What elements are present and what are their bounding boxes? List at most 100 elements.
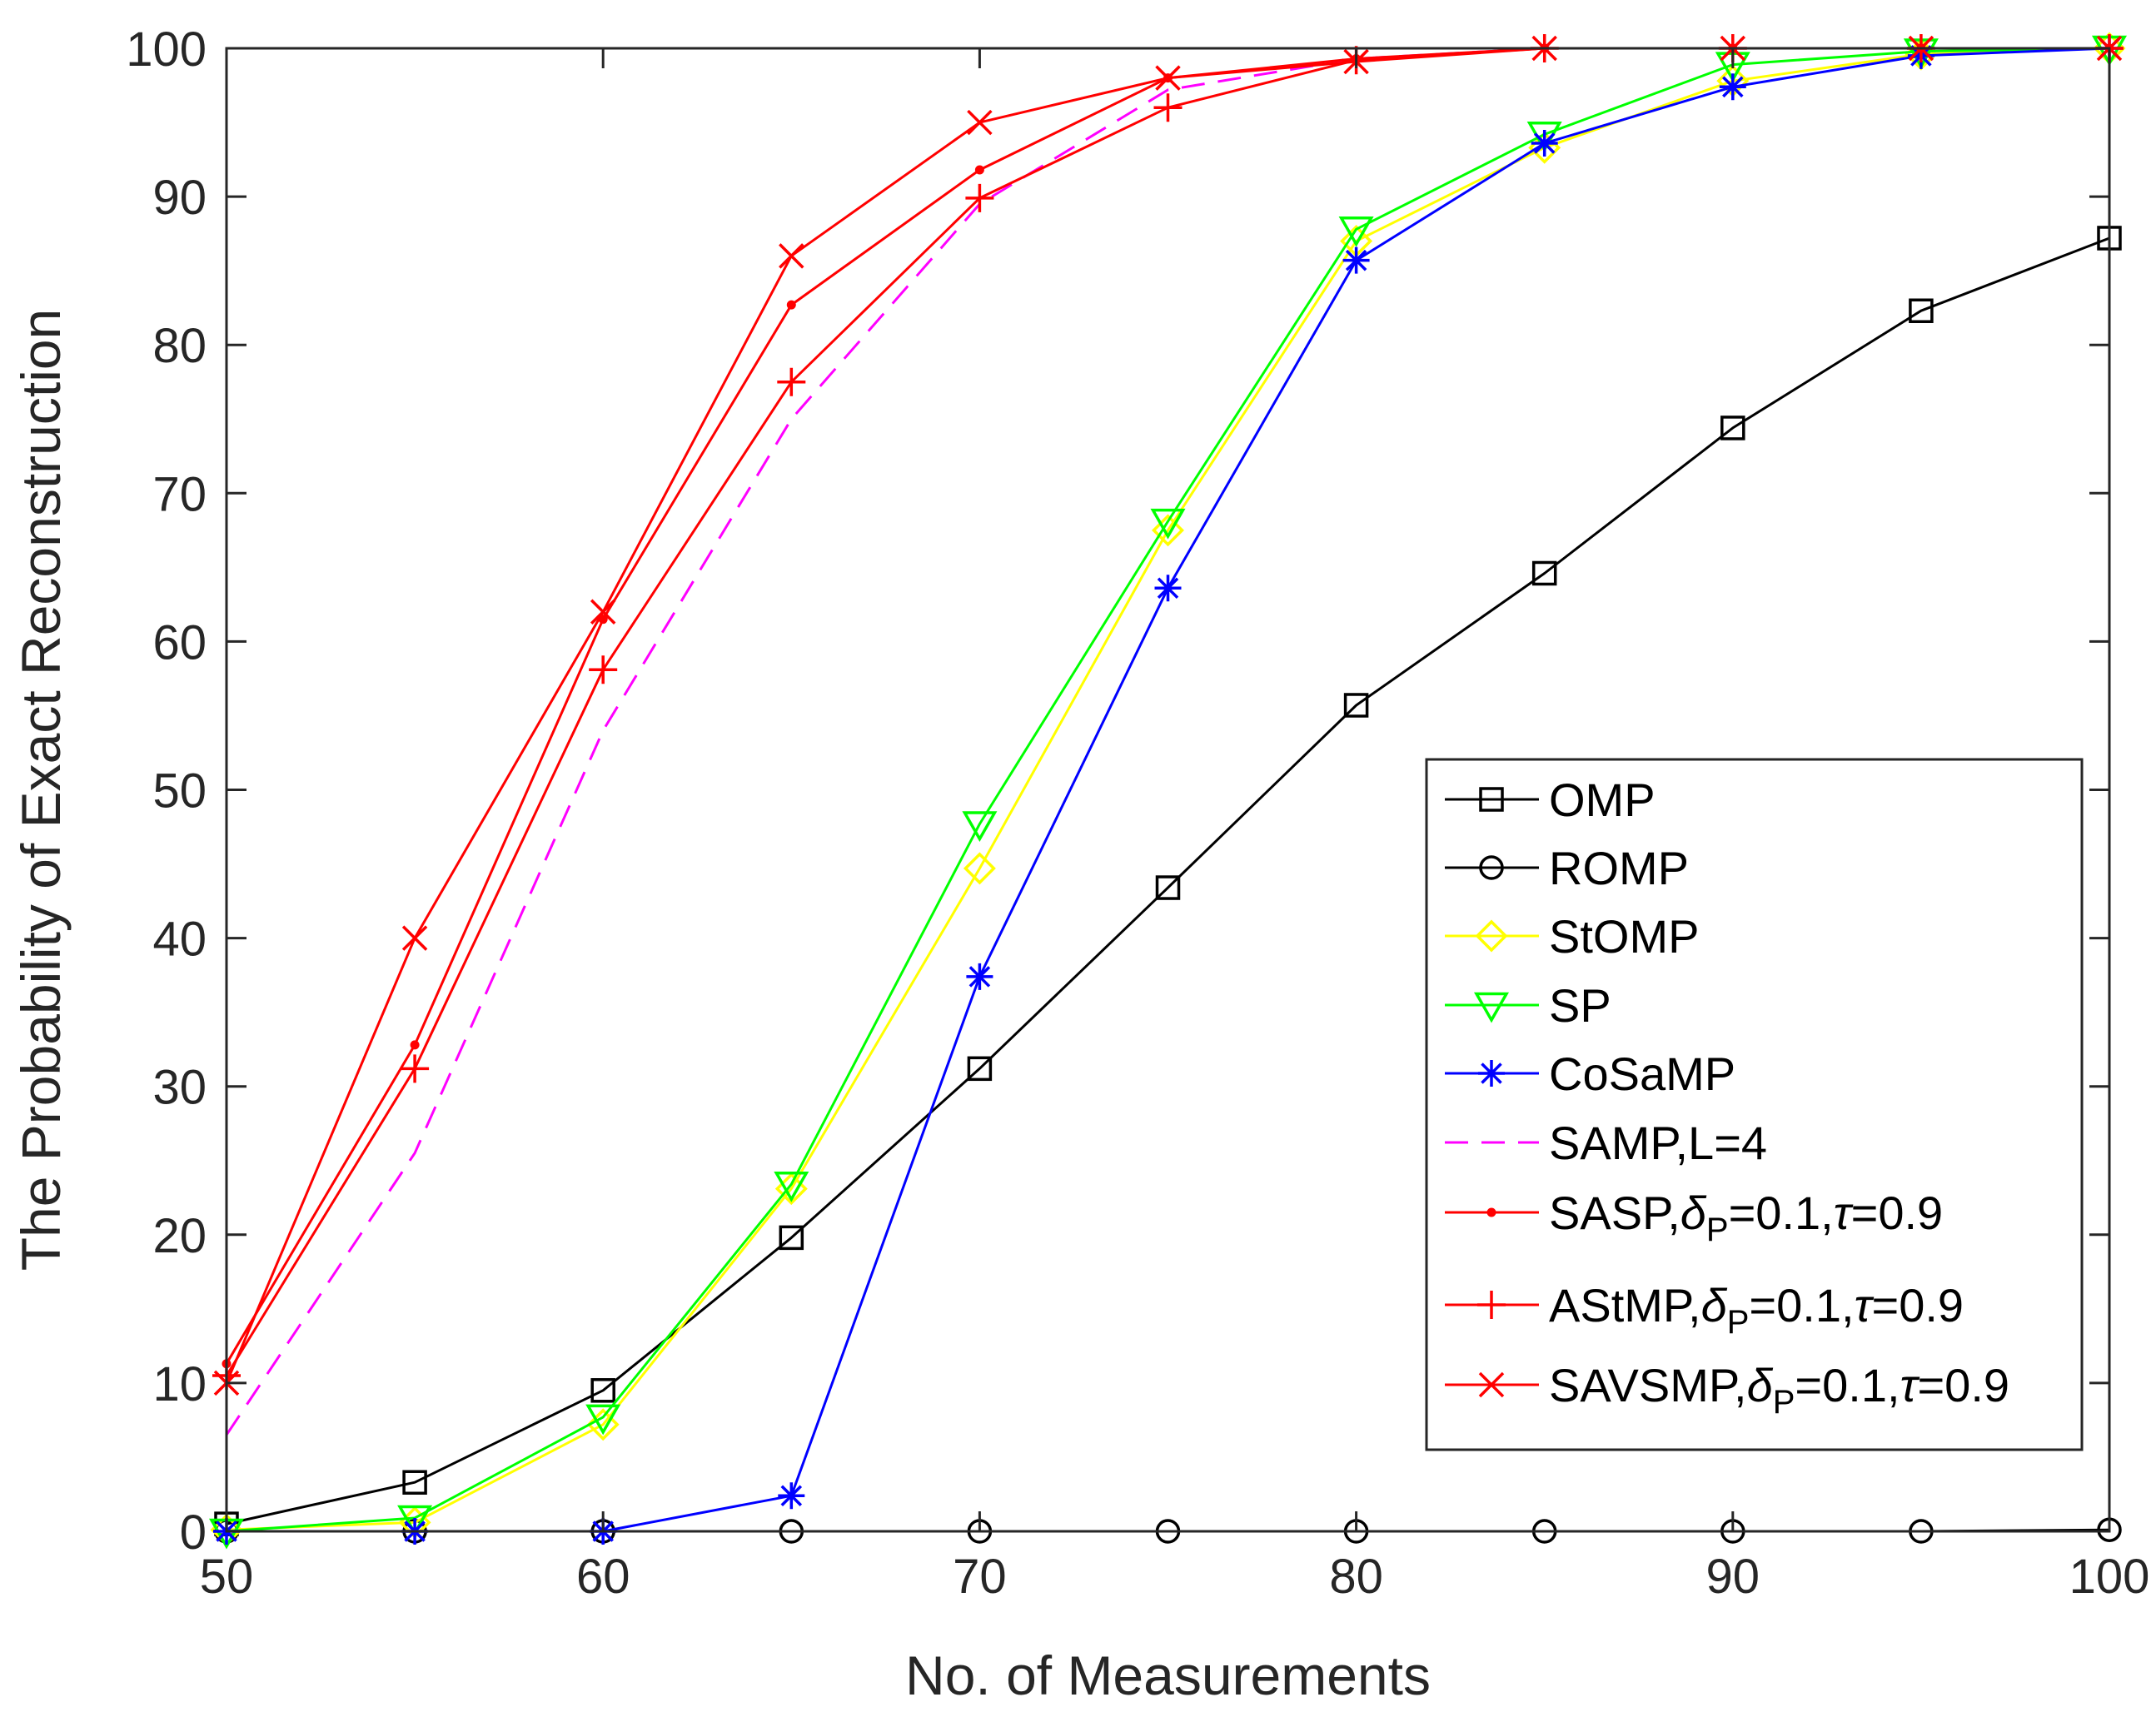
- legend-label-8: SAVSMP,δP=0.1,τ=0.9: [1549, 1359, 2009, 1421]
- x-axis-label: No. of Measurements: [905, 1645, 1431, 1706]
- data-point-2-4: [963, 852, 996, 885]
- data-point-7-4: [965, 183, 994, 212]
- legend-text-main-6: SASP,: [1549, 1187, 1680, 1239]
- data-point-3-1: [397, 1505, 433, 1536]
- series-line-5: [225, 47, 2109, 1436]
- series-5: [225, 47, 2109, 1436]
- legend-entry-3: SP: [1445, 979, 1611, 1032]
- legend-delta-8: δ: [1747, 1359, 1774, 1411]
- legend-text-rest-6: =0.1,: [1729, 1187, 1834, 1239]
- data-point-3-4: [962, 811, 998, 842]
- y-tick-label-1: 10: [152, 1357, 207, 1411]
- legend-label-7: AStMP,δP=0.1,τ=0.9: [1549, 1279, 1964, 1341]
- data-point-0-5: [1155, 875, 1181, 900]
- data-point-0-6: [1343, 693, 1369, 718]
- data-point-4-6: [1342, 246, 1370, 274]
- x-tick-label-0: 50: [200, 1550, 254, 1604]
- y-tick-label-5: 50: [152, 764, 207, 819]
- legend-tau-6: τ: [1834, 1187, 1854, 1239]
- y-tick-label-4: 40: [152, 913, 207, 967]
- legend-text-tail-7: =0.9: [1871, 1279, 1964, 1331]
- legend-delta-7: δ: [1701, 1279, 1728, 1331]
- data-point-3-5: [1150, 508, 1186, 540]
- series-line-2: [226, 47, 2110, 1531]
- legend-text-main-2: StOMP: [1549, 910, 1699, 963]
- y-axis-label: The Probability of Exact Reconstruction: [10, 309, 72, 1272]
- legend-subscript-8: P: [1773, 1384, 1795, 1421]
- legend: OMPROMPStOMPSPCoSaMPSAMP,L=4SASP,δP=0.1,…: [1425, 758, 2084, 1451]
- tick-layer: 50 60 70 80 90 100 0 10 20 30 40 50 60 70 80 90 100: [126, 22, 2149, 1604]
- legend-marker-7: [1477, 1291, 1506, 1319]
- legend-text-main-3: SP: [1549, 979, 1611, 1032]
- legend-text-main-0: OMP: [1549, 774, 1656, 826]
- data-point-3-3: [774, 1171, 809, 1202]
- legend-marker-2: [1475, 919, 1508, 953]
- legend-marker-0: [1479, 787, 1504, 812]
- data-point-7-3: [777, 367, 806, 396]
- data-point-0-8: [1720, 416, 1745, 440]
- legend-text-main-1: ROMP: [1549, 842, 1689, 894]
- data-point-7-1: [401, 1054, 430, 1083]
- data-point-6-3: [786, 300, 796, 310]
- data-point-4-7: [1531, 129, 1558, 157]
- legend-label-3: SP: [1549, 979, 1611, 1032]
- legend-text-rest-7: =0.1,: [1749, 1279, 1854, 1331]
- data-point-7-5: [1153, 93, 1183, 122]
- legend-entry-8: SAVSMP,δP=0.1,τ=0.9: [1445, 1359, 2009, 1421]
- data-point-4-3: [778, 1482, 805, 1510]
- data-point-0-9: [1909, 298, 1934, 323]
- legend-tau-7: τ: [1855, 1279, 1875, 1331]
- series-line-0: [226, 236, 2110, 1525]
- legend-subscript-6: P: [1706, 1212, 1729, 1248]
- legend-text-main-7: AStMP,: [1549, 1279, 1701, 1331]
- data-point-2-5: [1152, 514, 1184, 547]
- legend-entry-5: SAMP,L=4: [1445, 1117, 1767, 1169]
- y-tick-label-2: 20: [152, 1209, 207, 1263]
- data-point-3-6: [1338, 216, 1374, 247]
- legend-marker-1: [1479, 855, 1504, 880]
- y-tick-label-8: 80: [152, 319, 207, 373]
- legend-box: [1425, 758, 2084, 1451]
- x-tick-label-5: 100: [2069, 1550, 2150, 1604]
- legend-marker-4: [1478, 1060, 1505, 1087]
- legend-subscript-7: P: [1727, 1304, 1750, 1341]
- legend-label-6: SASP,δP=0.1,τ=0.9: [1549, 1187, 1943, 1248]
- legend-text-main-8: SAVSMP,: [1549, 1359, 1747, 1411]
- legend-marker-3: [1473, 992, 1510, 1023]
- data-point-0-1: [402, 1470, 427, 1495]
- legend-entry-6: SASP,δP=0.1,τ=0.9: [1445, 1187, 1943, 1248]
- data-point-0-2: [590, 1378, 615, 1403]
- legend-entry-1: ROMP: [1445, 842, 1689, 894]
- data-point-6-4: [974, 165, 984, 175]
- y-tick-label-7: 70: [152, 467, 207, 521]
- data-point-2-2: [586, 1408, 620, 1441]
- data-point-4-5: [1154, 575, 1182, 602]
- legend-text-main-5: SAMP,L=4: [1549, 1117, 1767, 1169]
- legend-text-main-4: CoSaMP: [1549, 1048, 1735, 1100]
- legend-tau-8: τ: [1900, 1359, 1920, 1411]
- data-point-7-2: [589, 655, 618, 684]
- data-point-6-1: [410, 1040, 420, 1050]
- data-point-4-4: [966, 963, 993, 990]
- x-tick-label-4: 90: [1706, 1550, 1760, 1604]
- data-point-8-2: [590, 599, 616, 625]
- data-point-8-4: [967, 109, 993, 136]
- series-line-3: [226, 47, 2110, 1533]
- x-tick-label-1: 60: [576, 1550, 630, 1604]
- legend-text-tail-6: =0.9: [1851, 1187, 1944, 1239]
- data-point-8-5: [1155, 65, 1181, 91]
- data-point-4-8: [1719, 73, 1746, 101]
- y-tick-label-6: 60: [152, 615, 207, 669]
- y-tick-label-3: 30: [152, 1061, 207, 1115]
- data-point-8-1: [401, 925, 428, 951]
- legend-marker-6: [1486, 1207, 1496, 1217]
- x-tick-label-2: 70: [953, 1550, 1007, 1604]
- legend-label-5: SAMP,L=4: [1549, 1117, 1767, 1169]
- legend-label-0: OMP: [1549, 774, 1656, 826]
- y-tick-label-10: 100: [126, 22, 207, 77]
- legend-entry-7: AStMP,δP=0.1,τ=0.9: [1445, 1279, 1964, 1341]
- data-point-8-3: [779, 243, 804, 269]
- legend-label-2: StOMP: [1549, 910, 1699, 963]
